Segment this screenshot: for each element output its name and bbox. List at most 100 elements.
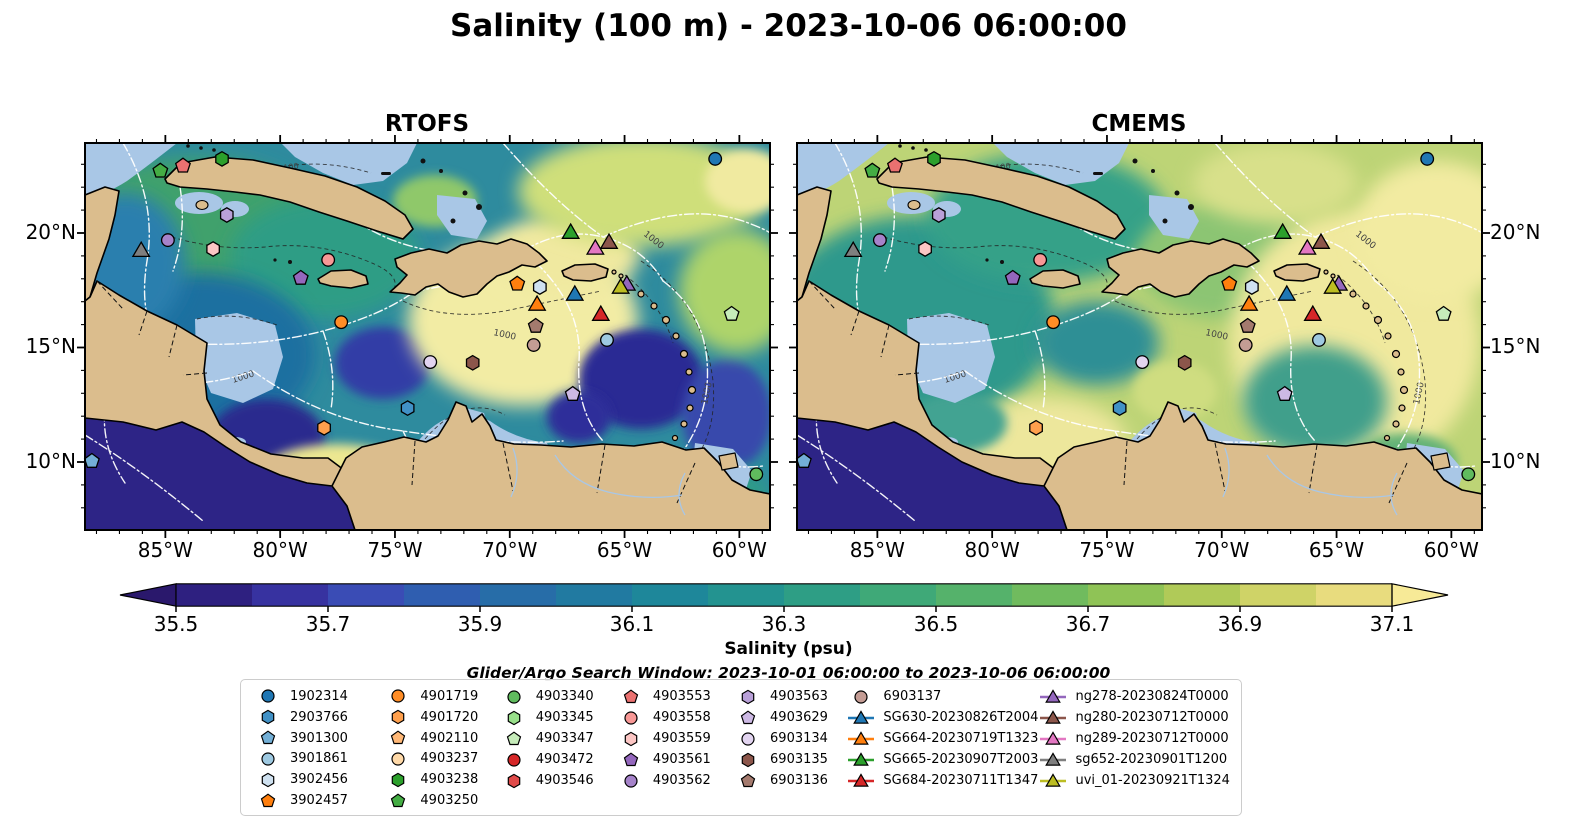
- legend-label: 3902456: [290, 772, 348, 788]
- colorbar-tick-36.3: 36.3: [761, 612, 807, 636]
- legend-label: 6903134: [770, 731, 828, 746]
- legend-item-4903237: 4903237: [383, 748, 498, 769]
- rtofs-lon-label-60: 60°W: [711, 538, 767, 562]
- rtofs-lon-label-75: 75°W: [367, 538, 423, 562]
- float-marker-4903558: [1033, 252, 1048, 267]
- legend-label: 4903250: [420, 793, 479, 809]
- colorbar-label: Salinity (psu): [724, 639, 853, 659]
- legend-item-SG664-20230719T1323: SG664-20230719T1323: [846, 728, 1038, 749]
- float-marker-4903559: [206, 241, 220, 257]
- float-marker-4903561: [292, 269, 309, 285]
- cmems-lon-label-85: 85°W: [849, 538, 905, 562]
- legend-label: 4902110: [420, 730, 479, 746]
- legend-item-4903562: 4903562: [616, 770, 733, 791]
- rtofs-lon-label-70: 70°W: [482, 538, 538, 562]
- legend-label: 4903472: [535, 752, 594, 767]
- colorbar-tick-35.9: 35.9: [457, 612, 503, 636]
- float-marker-4901719: [1046, 315, 1061, 330]
- legend-column-6: 6903137 SG630-20230826T2004 SG664-20230719…: [846, 686, 1038, 811]
- legend-item-3902456: 3902456: [253, 769, 383, 790]
- float-marker-3901861: [600, 333, 614, 347]
- float-legend-marker-icon: [392, 772, 405, 788]
- legend-label: 3901861: [290, 751, 348, 767]
- float-marker-3902456: [532, 279, 547, 295]
- legend-item-4903340: 4903340: [499, 686, 616, 707]
- colorbar-tick-36.9: 36.9: [1217, 612, 1263, 636]
- rtofs-lon-label-65: 65°W: [596, 538, 653, 562]
- float-legend-marker-icon: [260, 793, 276, 807]
- float-marker-4903629: [1276, 385, 1293, 401]
- legend-item-4903345: 4903345: [499, 707, 616, 728]
- legend-item-4903561: 4903561: [616, 749, 733, 770]
- float-marker-4903347: [723, 305, 740, 321]
- float-legend-marker-icon: [854, 689, 869, 704]
- legend-column-4: 4903553 4903558 4903559 4903561 4903562: [616, 686, 733, 811]
- glider-marker-SG630-20230826T2004: [565, 284, 585, 301]
- rtofs-lon-label-80: 80°W: [252, 538, 308, 562]
- float-legend-marker-icon: [623, 688, 639, 703]
- float-marker-3902457: [1221, 275, 1238, 291]
- glider-marker-SG684-20230711T1347: [591, 304, 611, 321]
- legend-label: ng280-20230712T0000: [1075, 710, 1229, 725]
- legend-item-ng280-20230712T0000: ng280-20230712T0000: [1038, 707, 1235, 728]
- colorbar-tick-36.7: 36.7: [1065, 612, 1111, 636]
- float-legend-marker-icon: [741, 731, 755, 746]
- glider-legend-marker-icon: [848, 751, 875, 766]
- float-marker-4903629: [564, 385, 581, 401]
- cmems-lon-label-70: 70°W: [1194, 538, 1250, 562]
- cmems-lat-label-20: 20°N: [1490, 219, 1541, 244]
- float-marker-4903250: [864, 162, 881, 178]
- float-marker-4903553: [886, 157, 903, 173]
- float-legend-marker-icon: [623, 751, 639, 766]
- float-marker-6903134: [423, 355, 438, 369]
- float-legend-marker-icon: [391, 752, 406, 766]
- legend-label: SG664-20230719T1323: [883, 731, 1039, 746]
- legend-label: 4903562: [652, 773, 711, 788]
- rtofs-lat-label-20: 20°N: [25, 219, 76, 244]
- legend-label: 4903546: [535, 773, 594, 788]
- legend-label: sg652-20230901T1200: [1075, 752, 1228, 767]
- cmems-lon-label-65: 65°W: [1308, 538, 1365, 562]
- legend-label: SG630-20230826T2004: [883, 710, 1039, 725]
- float-legend-marker-icon: [261, 689, 275, 704]
- glider-marker-uvi_01-20230921T1324: [611, 277, 631, 294]
- legend-label: 6903136: [770, 773, 828, 788]
- legend-item-1902314: 1902314: [253, 686, 383, 707]
- float-legend-marker-icon: [391, 793, 406, 807]
- legend-label: 6903137: [883, 689, 942, 704]
- float-legend-marker-icon: [260, 730, 276, 745]
- float-marker-4903563: [219, 207, 234, 223]
- legend-label: 4901719: [420, 688, 479, 704]
- page-title: Salinity (100 m) - 2023-10-06 06:00:00: [450, 8, 1127, 44]
- float-legend-marker-icon: [392, 709, 405, 725]
- float-marker-6903137: [526, 338, 541, 352]
- float-marker-4901720: [317, 419, 331, 436]
- rtofs-markers-layer: [83, 150, 764, 482]
- legend-label: 4903563: [770, 689, 828, 704]
- float-marker-3901861: [1312, 333, 1326, 347]
- glider-marker-SG665-20230907T2003: [1273, 222, 1293, 239]
- legend-label: 4901720: [420, 709, 479, 725]
- legend-item-4901719: 4901719: [383, 686, 498, 707]
- legend-label: 4903345: [535, 710, 594, 725]
- legend-item-4902110: 4902110: [383, 728, 498, 749]
- glider-marker-ng289-20230712T0000: [1297, 238, 1317, 255]
- colorbar-tick-36.5: 36.5: [913, 612, 959, 636]
- legend-item-sg652-20230901T1200: sg652-20230901T1200: [1038, 749, 1235, 770]
- float-legend-marker-icon: [261, 772, 275, 788]
- float-legend-marker-icon: [507, 773, 520, 788]
- colorbar-tick-35.7: 35.7: [305, 612, 351, 636]
- float-marker-3902457: [509, 275, 526, 291]
- legend-label: 3902457: [290, 793, 348, 809]
- legend-label: 4903238: [420, 772, 479, 788]
- float-marker-4903562: [872, 233, 887, 248]
- legend-item-3901300: 3901300: [253, 728, 383, 749]
- cmems-lon-label-60: 60°W: [1423, 538, 1479, 562]
- map-rtofs: [77, 135, 778, 538]
- cmems-lat-label-10: 10°N: [1490, 448, 1541, 473]
- cmems-frame: [796, 142, 1483, 531]
- legend-item-6903137: 6903137: [846, 686, 1038, 707]
- float-marker-1902314: [1420, 151, 1435, 166]
- legend-item-4903546: 4903546: [499, 770, 616, 791]
